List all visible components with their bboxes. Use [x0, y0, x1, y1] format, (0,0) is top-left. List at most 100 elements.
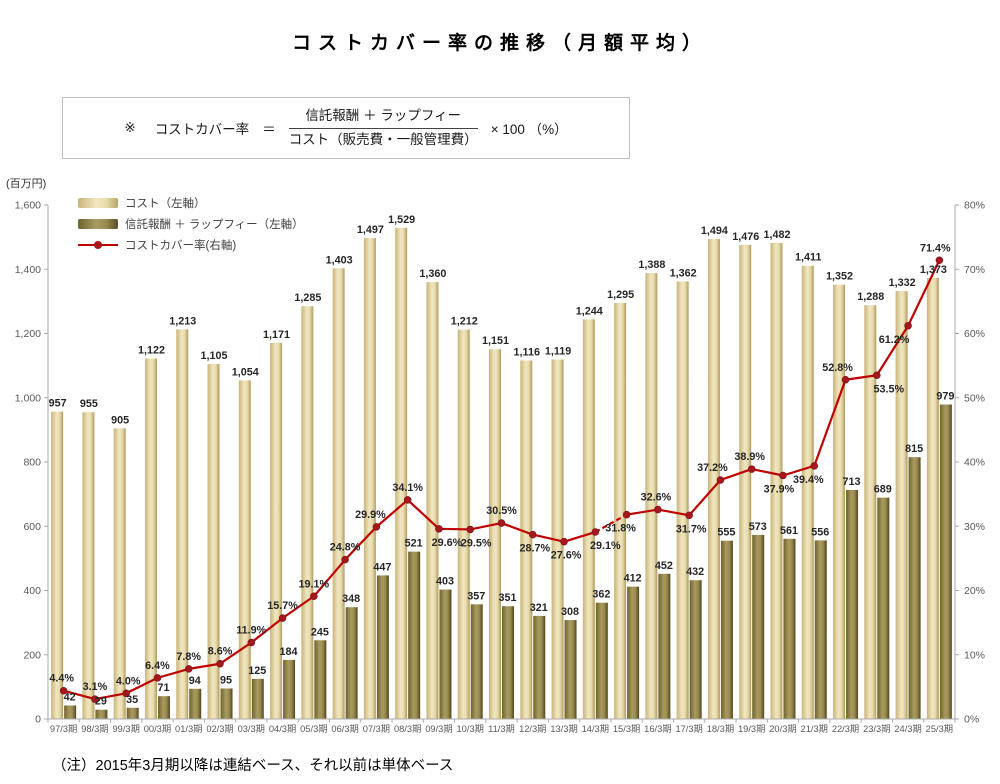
- fee-bar-label: 432: [686, 566, 704, 578]
- y-left-tick-label: 1,600: [15, 200, 41, 212]
- formula-denominator: コスト（販売費・一般管理費）: [288, 131, 478, 147]
- y-left-tick-label: 200: [23, 649, 41, 661]
- rate-marker: [216, 659, 224, 668]
- cost-bar: [457, 329, 470, 719]
- fee-bar: [345, 607, 358, 719]
- fee-bar: [720, 540, 733, 719]
- y-left-tick-label: 1,000: [15, 392, 41, 404]
- fee-bar: [783, 538, 796, 719]
- cost-bar: [426, 282, 439, 719]
- rate-marker: [591, 528, 600, 536]
- fee-bar-label: 362: [592, 589, 610, 601]
- fee-bar-label: 815: [905, 443, 923, 455]
- fee-bar: [189, 688, 202, 719]
- cost-bar: [676, 281, 689, 719]
- x-tick-label: 06/3期: [331, 724, 358, 734]
- fee-bar: [595, 602, 608, 719]
- x-tick-label: 03/3期: [238, 724, 265, 734]
- left-axis-unit-label: (百万円): [6, 178, 47, 190]
- cost-bar: [238, 380, 251, 719]
- rate-marker: [403, 496, 412, 504]
- data-labels: 957 955 905 1,122 1,213 1,105 1,054 1,171 1,285 1…: [49, 214, 955, 708]
- fee-bar-label: 521: [405, 538, 423, 550]
- legend-item-cost: コスト（左軸）: [78, 194, 304, 211]
- rate-label: 31.7%: [676, 523, 707, 535]
- fee-bar: [157, 696, 170, 719]
- rate-marker: [654, 505, 662, 514]
- formula-fraction: 信託報酬 ＋ ラップフィー コスト（販売費・一般管理費）: [288, 108, 478, 149]
- fee-bar-label: 125: [248, 665, 266, 677]
- y-left-tick-label: 400: [23, 585, 41, 597]
- rate-label: 3.1%: [83, 681, 108, 693]
- fee-bar: [470, 604, 483, 719]
- fee-bar-label: 42: [64, 692, 76, 704]
- fee-bar-label: 412: [624, 573, 642, 585]
- x-tick-label: 98/3期: [81, 724, 108, 734]
- rate-marker: [873, 371, 881, 380]
- cost-bar-label: 1,497: [357, 224, 384, 236]
- cost-bar: [614, 302, 627, 719]
- cost-bar: [82, 412, 95, 719]
- fee-bar-label: 979: [936, 390, 954, 402]
- rate-label: 37.2%: [697, 462, 728, 474]
- legend-label-rate: コストカバー率(右軸): [125, 239, 237, 252]
- cost-bar-label: 1,529: [388, 214, 415, 226]
- x-tick-label: 97/3期: [50, 724, 77, 734]
- cost-bar: [864, 305, 877, 719]
- fee-bar: [126, 707, 139, 719]
- x-tick-label: 04/3期: [269, 724, 296, 734]
- cost-bar-label: 1,244: [576, 305, 603, 317]
- rate-marker: [560, 537, 568, 546]
- rate-marker: [278, 614, 287, 622]
- fee-bar: [376, 575, 389, 719]
- rate-marker: [435, 525, 443, 533]
- y-left-tick-label: 0: [35, 714, 41, 726]
- rate-label: 71.4%: [920, 242, 951, 254]
- rate-label: 4.4%: [49, 673, 74, 685]
- x-tick-label: 16/3期: [644, 724, 671, 734]
- fee-bar: [658, 573, 671, 719]
- y-right-tick-label: 40%: [964, 457, 985, 469]
- y-left-tick-label: 1,200: [15, 328, 41, 340]
- fee-bar-label: 357: [467, 590, 485, 602]
- red-line-swatch-icon: [78, 240, 118, 250]
- rate-markers: [59, 256, 944, 703]
- legend-item-rate: コストカバー率(右軸): [78, 236, 304, 253]
- rate-label: 52.8%: [822, 362, 853, 374]
- cost-bar-label: 1,295: [607, 289, 634, 301]
- fee-bars: [64, 404, 952, 719]
- cost-bar-label: 1,151: [482, 335, 509, 347]
- x-tick-label: 00/3期: [144, 724, 171, 734]
- rate-label: 15.7%: [267, 600, 298, 612]
- fee-bar: [439, 589, 452, 719]
- y-left-tick-label: 800: [23, 457, 41, 469]
- cost-bar-label: 1,360: [419, 268, 446, 280]
- rate-marker: [466, 525, 474, 534]
- formula-asterisk: ※: [124, 120, 136, 135]
- page-title: コストカバー率の推移（月額平均）: [291, 33, 708, 54]
- rate-label: 61.2%: [879, 334, 910, 346]
- rate-label: 29.1%: [590, 540, 621, 552]
- rate-label: 29.6%: [432, 537, 463, 549]
- rate-label: 28.7%: [519, 543, 550, 555]
- rate-marker: [372, 523, 381, 531]
- x-tick-label: 20/3期: [769, 724, 796, 734]
- fee-bar: [814, 540, 827, 719]
- rate-label: 19.1%: [299, 578, 330, 590]
- fee-bar-label: 713: [843, 476, 861, 488]
- rate-label: 39.4%: [793, 474, 824, 486]
- fee-bar: [939, 404, 952, 719]
- rate-marker: [779, 471, 787, 480]
- rate-marker: [122, 689, 130, 698]
- rate-label: 24.8%: [330, 542, 361, 554]
- rate-label: 34.1%: [392, 482, 423, 494]
- fee-bar: [502, 606, 514, 719]
- rate-marker: [91, 695, 99, 703]
- x-tick-label: 07/3期: [363, 724, 390, 734]
- y-right-tick-label: 10%: [964, 649, 985, 661]
- fee-bar: [533, 615, 546, 719]
- cost-bar-label: 905: [111, 414, 129, 426]
- rate-marker: [310, 592, 318, 601]
- rate-marker: [810, 462, 819, 470]
